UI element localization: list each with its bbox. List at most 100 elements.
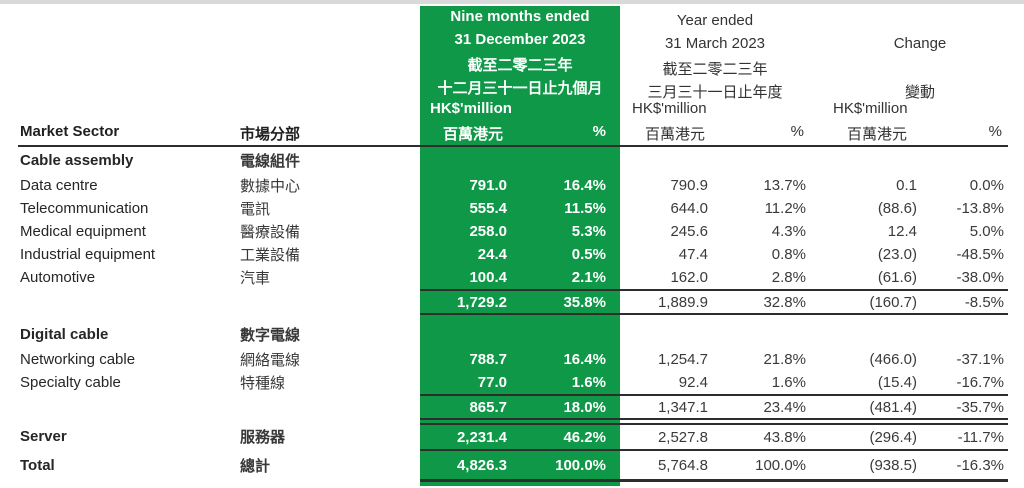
period2-percent: 100.0%: [755, 456, 806, 474]
change-percent: -35.7%: [956, 398, 1004, 416]
period1-percent: 16.4%: [563, 177, 606, 194]
table-row-specialty-cable: Specialty cable 特種線 77.0 1.6% 92.4 1.6% (15.4)…: [0, 371, 1024, 394]
row-labels: Cable assembly 電線組件: [0, 147, 420, 174]
period1-percent: 16.4%: [563, 351, 606, 368]
row-label-en: Networking cable: [20, 351, 136, 368]
period1-title-line2: 31 December 2023: [454, 31, 586, 48]
period1-percent: 35.8%: [563, 293, 606, 311]
row-labels: Networking cable 網絡電線: [0, 348, 420, 371]
row-label-zh: 電訊: [240, 201, 271, 218]
row-label-en: Medical equipment: [20, 223, 146, 240]
period2-value: 47.4: [678, 246, 708, 263]
change-value: (938.5): [869, 456, 917, 474]
change-percent: -16.7%: [956, 374, 1004, 391]
table-row-server: Server 服務器 2,231.4 46.2% 2,527.8 43.8% (296.4)…: [0, 423, 1024, 449]
table-row-data-centre: Data centre 數據中心 791.0 16.4% 790.9 13.7% 0.1 0.…: [0, 174, 1024, 197]
table-row-telecommunication: Telecommunication 電訊 555.4 11.5% 644.0 11.2% (…: [0, 197, 1024, 220]
row-values: 1,729.2 35.8% 1,889.9 32.8% (160.7) -8.5%: [420, 289, 1008, 315]
row-labels: Automotive 汽車: [0, 266, 420, 289]
row-values: 258.0 5.3% 245.6 4.3% 12.4 5.0%: [420, 220, 1008, 243]
row-labels: Medical equipment 醫療設備: [0, 220, 420, 243]
period2-value: 790.9: [670, 177, 708, 194]
period1-value: 100.4: [469, 269, 507, 286]
period2-percent: 32.8%: [763, 293, 806, 311]
row-label-zh: 服務器: [240, 428, 286, 446]
table-body: Cable assembly 電線組件 Data centre 數據中心 791.0 16…: [0, 147, 1024, 482]
change-value: (15.4): [877, 374, 917, 391]
period1-percent: 11.5%: [564, 200, 606, 217]
row-labels: [0, 394, 420, 420]
period2-value: 92.4: [678, 374, 708, 391]
change-value: (88.6): [877, 200, 917, 217]
period2-percent: 1.6%: [771, 374, 806, 391]
change-value: (296.4): [869, 428, 917, 446]
period1-percent: 46.2%: [563, 428, 606, 446]
row-labels: Telecommunication 電訊: [0, 197, 420, 220]
row-labels: Total 總計: [0, 449, 420, 482]
period2-value: 644.0: [670, 200, 708, 217]
table-row-cable-assembly: Cable assembly 電線組件: [0, 147, 1024, 174]
period1-value: 4,826.3: [456, 456, 507, 474]
row-label-zh: 醫療設備: [240, 224, 301, 241]
table-row-medical-equipment: Medical equipment 醫療設備 258.0 5.3% 245.6 4.3% 1…: [0, 220, 1024, 243]
table-row-networking-cable: Networking cable 網絡電線 788.7 16.4% 1,254.7 21.…: [0, 348, 1024, 371]
period1-percent: 100.0%: [555, 456, 606, 474]
period2-percent: 21.8%: [763, 351, 806, 368]
row-values: 100.4 2.1% 162.0 2.8% (61.6) -38.0%: [420, 266, 1008, 289]
row-labels: [0, 289, 420, 315]
period2-title-line3-zh: 截至二零二三年: [662, 61, 768, 78]
row-values: [420, 321, 1008, 348]
change-percent: -11.7%: [957, 428, 1004, 446]
period1-unit-en: HK$'million: [430, 100, 512, 117]
row-labels: Server 服務器: [0, 423, 420, 449]
period1-percent: 1.6%: [571, 374, 606, 391]
row-values: 24.4 0.5% 47.4 0.8% (23.0) -48.5%: [420, 243, 1008, 266]
period2-value: 162.0: [670, 269, 708, 286]
table-row-subtotal: 1,729.2 35.8% 1,889.9 32.8% (160.7) -8.5%: [0, 289, 1024, 315]
row-label-en: Server: [20, 427, 67, 445]
row-labels: Industrial equipment 工業設備: [0, 243, 420, 266]
table-row-automotive: Automotive 汽車 100.4 2.1% 162.0 2.8% (61.6) -38.…: [0, 266, 1024, 289]
row-label-zh: 網絡電線: [240, 352, 301, 369]
change-percent: 0.0%: [969, 177, 1004, 194]
change-percent: -37.1%: [956, 351, 1004, 368]
period1-percent: 18.0%: [563, 398, 606, 416]
period2-value: 1,347.1: [657, 398, 708, 416]
page-top-divider: [0, 0, 1024, 4]
row-label-zh: 汽車: [240, 270, 271, 287]
period2-percent: 4.3%: [771, 223, 806, 240]
row-label-zh: 工業設備: [240, 247, 301, 264]
period2-value: 5,764.8: [657, 456, 708, 474]
period2-percent-header: %: [790, 123, 804, 140]
row-values: 555.4 11.5% 644.0 11.2% (88.6) -13.8%: [420, 197, 1008, 220]
change-value: 12.4: [887, 223, 917, 240]
row-values: 791.0 16.4% 790.9 13.7% 0.1 0.0%: [420, 174, 1008, 197]
row-labels: Data centre 數據中心: [0, 174, 420, 197]
period2-unit-en: HK$'million: [632, 100, 707, 117]
change-unit-en: HK$'million: [833, 100, 908, 117]
header-rule-line: [18, 145, 1008, 147]
row-values: 865.7 18.0% 1,347.1 23.4% (481.4) -35.7%: [420, 394, 1008, 420]
row-label-en: Data centre: [20, 177, 98, 194]
row-label-zh: 數字電線: [240, 327, 301, 344]
row-label-en: Digital cable: [20, 326, 109, 343]
period2-value: 1,254.7: [657, 351, 708, 368]
row-label-zh: 數據中心: [240, 178, 301, 195]
row-values: 4,826.3 100.0% 5,764.8 100.0% (938.5) -16.3%: [420, 449, 1008, 482]
row-values: 788.7 16.4% 1,254.7 21.8% (466.0) -37.1%: [420, 348, 1008, 371]
period1-title-line4-zh: 十二月三十一日止九個月: [437, 80, 603, 97]
period1-value: 865.7: [469, 398, 507, 416]
change-percent: 5.0%: [969, 223, 1004, 240]
period1-unit-zh: 百萬港元: [443, 126, 504, 143]
period1-value: 1,729.2: [456, 293, 507, 311]
period2-value: 245.6: [670, 223, 708, 240]
period1-value: 791.0: [469, 177, 507, 194]
period2-percent: 0.8%: [771, 246, 806, 263]
change-unit-zh: 百萬港元: [847, 126, 908, 143]
row-label-en: Total: [20, 457, 55, 474]
row-label-en: Industrial equipment: [20, 246, 156, 263]
period1-percent: 2.1%: [571, 269, 606, 286]
market-sector-header-zh: 市場分部: [240, 126, 301, 143]
change-value: (61.6): [877, 269, 917, 286]
row-label-en: Cable assembly: [20, 152, 134, 169]
